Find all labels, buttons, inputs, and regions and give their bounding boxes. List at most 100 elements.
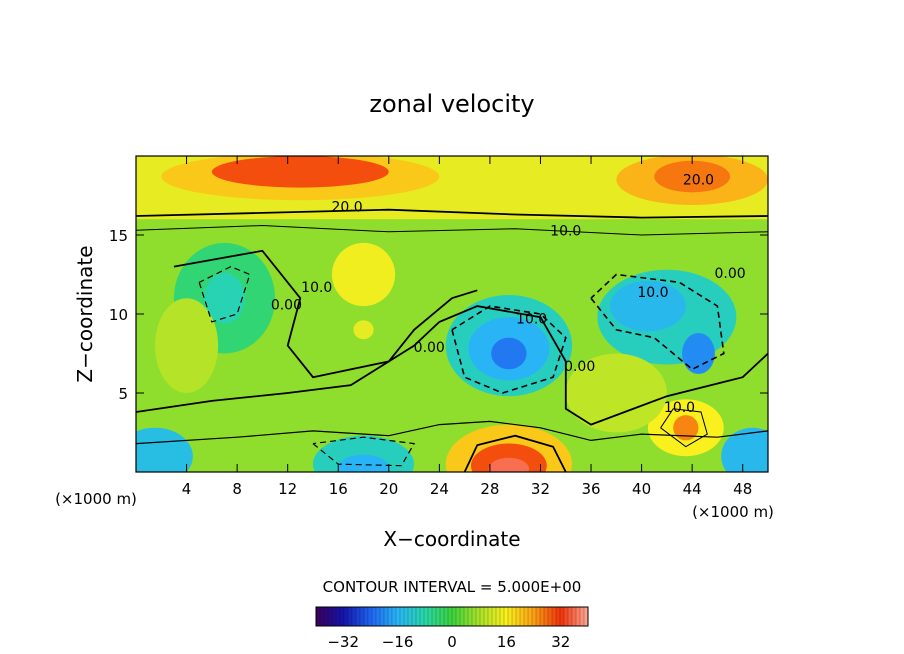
colorbar-cell xyxy=(496,607,501,626)
x-tick-label: 36 xyxy=(581,480,600,498)
colorbar-cell xyxy=(400,607,405,626)
colorbar-cell xyxy=(376,607,381,626)
contour-line-9 xyxy=(463,434,567,472)
colorbar-tick-label: −32 xyxy=(327,633,359,651)
colorbar-cell xyxy=(580,607,585,626)
colorbar-cell xyxy=(584,607,589,626)
y-axis-label: Z−coordinate xyxy=(73,245,97,382)
colorbar-cell xyxy=(344,607,349,626)
colorbar-cell xyxy=(348,607,353,626)
field-region-20 xyxy=(338,454,389,472)
colorbar-cell xyxy=(364,607,369,626)
colorbar-cell xyxy=(432,607,437,626)
colorbar-cell xyxy=(468,607,473,626)
colorbar-cell xyxy=(352,607,357,626)
x-tick-label: 20 xyxy=(379,480,398,498)
x-tick-label: 16 xyxy=(329,480,348,498)
colorbar-cell xyxy=(444,607,449,626)
colorbar-cell xyxy=(504,607,509,626)
field-region-10 xyxy=(491,337,527,370)
colorbar-cell xyxy=(324,607,329,626)
colorbar-tick-label: 0 xyxy=(447,633,457,651)
colorbar-cell xyxy=(424,607,429,626)
contour-label: 20.0 xyxy=(332,200,363,216)
x-unit-left: (×1000 m) xyxy=(55,490,137,508)
contour-line-8 xyxy=(312,436,416,467)
x-tick-label: 48 xyxy=(733,480,752,498)
y-axis: 5 10 15 xyxy=(109,227,768,403)
x-tick-label: 32 xyxy=(531,480,550,498)
colorbar-cell xyxy=(316,607,321,626)
y-tick-label: 10 xyxy=(109,306,128,324)
contour-line-3 xyxy=(136,305,768,426)
colorbar-cell xyxy=(544,607,549,626)
colorbar-cell xyxy=(460,607,465,626)
colorbar-cell xyxy=(336,607,341,626)
contour-label: 0.00 xyxy=(271,298,302,314)
colorbar-cell xyxy=(472,607,477,626)
colorbar-cell xyxy=(452,607,457,626)
field-region-12 xyxy=(610,280,686,332)
colorbar-cell xyxy=(552,607,557,626)
colorbar-cell xyxy=(356,607,361,626)
colorbar-cell xyxy=(360,607,365,626)
contour-labels: 20.0 20.0 10.0 10.0 10.0 10.0 10.0 0.00 0.00 0.00… xyxy=(271,173,746,417)
colorbar-cell xyxy=(476,607,481,626)
colorbar-cell xyxy=(480,607,485,626)
colorbar-cell xyxy=(548,607,553,626)
colorbar-cell xyxy=(520,607,525,626)
field-region-16 xyxy=(488,457,530,472)
colorbar-cell xyxy=(404,607,409,626)
field-region-18 xyxy=(673,415,699,441)
contour-line-10 xyxy=(660,408,708,448)
field-region-5 xyxy=(353,320,374,340)
field-region-1 xyxy=(211,156,389,188)
contour-label: 10.0 xyxy=(664,400,695,416)
contour-line-1 xyxy=(136,224,768,236)
colorbar-cell xyxy=(320,607,325,626)
contour-label: 0.00 xyxy=(414,340,445,356)
colorbar-cell xyxy=(512,607,517,626)
contour-line-7 xyxy=(198,265,251,323)
colorbar-cell xyxy=(484,607,489,626)
colorbar-cell xyxy=(388,607,393,626)
colorbar-cell xyxy=(396,607,401,626)
colorbar-cell xyxy=(528,607,533,626)
field-region-19 xyxy=(312,435,415,472)
colorbar-cell xyxy=(412,607,417,626)
x-axis-label: X−coordinate xyxy=(383,527,520,551)
colorbar-cell xyxy=(372,607,377,626)
colorbar-cell xyxy=(536,607,541,626)
contour-line-2 xyxy=(173,249,478,379)
colorbar-cell xyxy=(328,607,333,626)
colorbar-cell xyxy=(516,607,521,626)
field-region-13 xyxy=(682,332,715,375)
colorbar-cell xyxy=(540,607,545,626)
colorbar-tick-label: −16 xyxy=(382,633,414,651)
contour-label: 10.0 xyxy=(637,285,668,301)
colorbar-cell xyxy=(428,607,433,626)
colorbar-frame xyxy=(315,606,589,627)
colorbar-cell xyxy=(576,607,581,626)
colorbar-cell xyxy=(332,607,337,626)
contour-line-0 xyxy=(136,208,768,219)
colorbar-cell xyxy=(456,607,461,626)
x-unit-right: (×1000 m) xyxy=(692,503,774,521)
colorbar-cell xyxy=(500,607,505,626)
contour-interval-label: CONTOUR INTERVAL = 5.000E+00 xyxy=(323,578,582,596)
x-tick-label: 4 xyxy=(182,480,192,498)
colorbar-cell xyxy=(532,607,537,626)
colorbar xyxy=(315,606,589,627)
contour-label: 0.00 xyxy=(714,266,745,282)
field-region-7 xyxy=(204,272,245,324)
x-tick-label: 12 xyxy=(278,480,297,498)
x-tick-label: 8 xyxy=(232,480,242,498)
colorbar-tick-label: 32 xyxy=(551,633,570,651)
x-tick-label: 28 xyxy=(480,480,499,498)
colorbar-cell xyxy=(572,607,577,626)
colorbar-cell xyxy=(560,607,565,626)
contour-label: 10.0 xyxy=(550,223,581,239)
colorbar-cell xyxy=(564,607,569,626)
field-region-22 xyxy=(721,427,768,472)
